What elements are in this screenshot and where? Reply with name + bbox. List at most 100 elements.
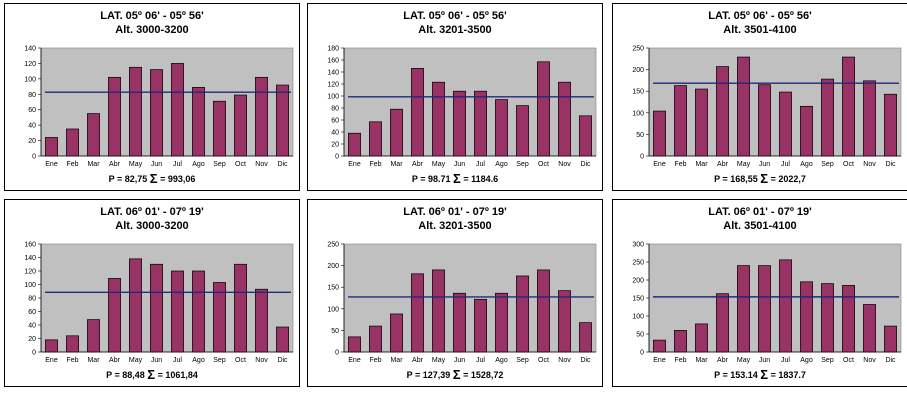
x-tick-label: Jul bbox=[476, 357, 485, 364]
x-tick-label: Jul bbox=[781, 357, 790, 364]
x-tick-label: Mar bbox=[390, 357, 403, 364]
y-tick-label: 200 bbox=[327, 263, 339, 270]
mean-precipitation-label: P = 82,75 bbox=[108, 174, 150, 184]
bar bbox=[390, 313, 403, 353]
sigma-symbol: Σ bbox=[453, 171, 461, 186]
x-tick-label: Mar bbox=[695, 357, 708, 364]
x-tick-label: May bbox=[129, 357, 143, 364]
x-tick-label: Jun bbox=[759, 161, 770, 168]
mean-precipitation-label: P = 127,39 bbox=[406, 370, 453, 380]
mean-precipitation-label: P = 153.14 bbox=[714, 370, 761, 380]
x-tick-label: Jun bbox=[454, 357, 465, 364]
y-tick-label: 0 bbox=[640, 350, 644, 357]
x-tick-label: Feb bbox=[369, 357, 381, 364]
bar bbox=[234, 94, 247, 157]
chart-title-altitude: Alt. 3000-3200 bbox=[115, 24, 189, 36]
x-tick-label: Feb bbox=[369, 161, 381, 168]
bar bbox=[884, 325, 897, 353]
bar bbox=[800, 281, 813, 353]
bar bbox=[348, 336, 361, 353]
chart-footer: P = 153.14 Σ = 1837.7 bbox=[613, 368, 907, 381]
y-tick-label: 140 bbox=[24, 46, 36, 53]
chart-panel: LAT. 05º 06' - 05º 56' Alt. 3201-3500 0 20 4… bbox=[307, 3, 603, 191]
x-tick-label: May bbox=[737, 357, 751, 364]
total-precipitation-label: = 1184.6 bbox=[460, 174, 499, 184]
bar bbox=[842, 56, 855, 157]
x-tick-label: Nov bbox=[558, 161, 571, 168]
bar bbox=[821, 78, 834, 157]
bar bbox=[432, 81, 445, 157]
bar bbox=[87, 319, 100, 353]
chart-title-altitude: Alt. 3501-4100 bbox=[723, 220, 797, 232]
chart-panel: LAT. 06º 01' - 07º 19' Alt. 3501-4100 0 50 1… bbox=[612, 199, 907, 387]
y-tick-label: 40 bbox=[28, 323, 36, 330]
bar bbox=[255, 288, 268, 353]
y-tick-label: 250 bbox=[632, 46, 644, 53]
x-tick-label: Ago bbox=[192, 161, 205, 168]
y-tick-label: 80 bbox=[331, 106, 339, 113]
x-tick-label: Nov bbox=[558, 357, 571, 364]
y-tick-label: 100 bbox=[632, 110, 644, 117]
plot-area bbox=[648, 243, 902, 353]
y-tick-label: 140 bbox=[327, 70, 339, 77]
bar bbox=[695, 323, 708, 353]
y-tick-label: 100 bbox=[24, 76, 36, 83]
bar bbox=[171, 270, 184, 353]
chart-panel: LAT. 05º 06' - 05º 56' Alt. 3501-4100 0 50 1… bbox=[612, 3, 907, 191]
bar bbox=[369, 121, 382, 157]
bar-chart: 0 20 40 60 80 100 120 140 160 Ene Feb Mar Abr May Jun J… bbox=[24, 242, 294, 364]
x-tick-label: Dic bbox=[277, 161, 288, 168]
chart-title-altitude: Alt. 3201-3500 bbox=[418, 24, 492, 36]
sigma-symbol: Σ bbox=[147, 367, 156, 382]
bar bbox=[674, 85, 687, 157]
bar bbox=[129, 258, 142, 353]
mean-precipitation-label: P = 168,55 bbox=[714, 174, 761, 184]
y-tick-label: 20 bbox=[28, 336, 36, 343]
chart-footer: P = 127,39 Σ = 1528,72 bbox=[308, 368, 602, 381]
sigma-symbol: Σ bbox=[149, 171, 158, 186]
bar bbox=[411, 273, 424, 353]
x-tick-label: Jul bbox=[173, 357, 182, 364]
bar bbox=[453, 292, 466, 353]
bar bbox=[716, 293, 729, 353]
x-tick-label: Oct bbox=[843, 161, 854, 168]
x-tick-label: Abr bbox=[109, 161, 121, 168]
y-tick-label: 100 bbox=[24, 282, 36, 289]
bar bbox=[192, 270, 205, 353]
x-tick-label: Jun bbox=[151, 357, 162, 364]
bar bbox=[716, 66, 729, 157]
bar bbox=[516, 105, 529, 157]
bar bbox=[432, 269, 445, 353]
bar bbox=[842, 285, 855, 353]
x-tick-label: Mar bbox=[87, 357, 100, 364]
x-tick-label: Feb bbox=[66, 357, 78, 364]
bar bbox=[150, 263, 163, 353]
bar bbox=[45, 339, 58, 353]
x-tick-label: Sep bbox=[821, 161, 834, 168]
chart-panel: LAT. 06º 01' - 07º 19' Alt. 3000-3200 0 20 4… bbox=[4, 199, 300, 387]
x-tick-label: Ago bbox=[495, 161, 508, 168]
x-tick-label: Mar bbox=[390, 161, 403, 168]
bar bbox=[45, 137, 58, 157]
bar bbox=[369, 325, 382, 353]
x-tick-label: Dic bbox=[580, 357, 591, 364]
mean-precipitation-label: P = 88,48 bbox=[106, 370, 148, 380]
x-tick-label: Feb bbox=[674, 161, 686, 168]
bar bbox=[150, 69, 163, 157]
bar bbox=[653, 110, 666, 157]
x-tick-label: Ago bbox=[800, 161, 813, 168]
sigma-symbol: Σ bbox=[760, 171, 769, 186]
x-tick-label: Abr bbox=[109, 357, 121, 364]
x-tick-label: Dic bbox=[885, 161, 896, 168]
total-precipitation-label: = 1061,84 bbox=[155, 370, 198, 380]
x-tick-label: Ene bbox=[348, 161, 361, 168]
y-tick-label: 300 bbox=[632, 242, 644, 249]
bar bbox=[558, 81, 571, 157]
sigma-symbol: Σ bbox=[760, 367, 769, 382]
x-tick-label: May bbox=[129, 161, 143, 168]
y-tick-label: 60 bbox=[28, 107, 36, 114]
x-tick-label: Nov bbox=[863, 161, 876, 168]
bar bbox=[87, 113, 100, 157]
x-tick-label: Dic bbox=[277, 357, 288, 364]
total-precipitation-label: = 2022,7 bbox=[768, 174, 806, 184]
